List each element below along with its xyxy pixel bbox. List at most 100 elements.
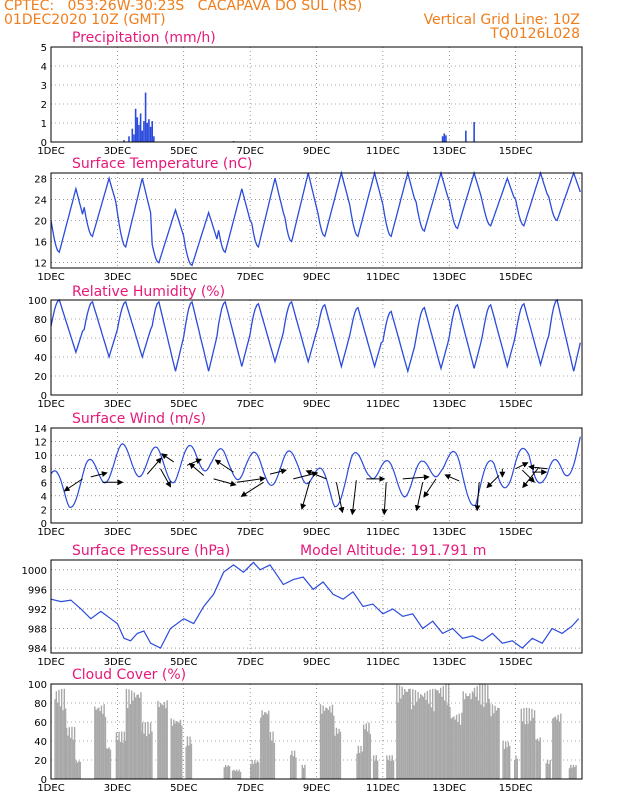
cloud-cover-bar [422, 696, 425, 779]
cloud-cover-bar [532, 717, 534, 779]
cloud-cover-bar [149, 722, 152, 779]
wind-vector-arrow [414, 482, 424, 512]
pres-frame [50, 559, 583, 654]
cloud-cover-bar [358, 752, 361, 779]
cloud-cover-bar [554, 716, 557, 779]
cloud-cover-bar [466, 696, 468, 779]
cloud-ytick-label: 100 [28, 680, 47, 691]
precip-bar [146, 123, 149, 142]
cloud-xtick-label: 11DEC [366, 783, 400, 794]
wind-vector-arrow [402, 474, 430, 481]
rh-xtick-label: 15DEC [499, 399, 533, 410]
wind-ytick-label: 2 [41, 505, 47, 516]
cloud-cover-bar [392, 760, 395, 779]
pres-xtick-label: 13DEC [432, 657, 466, 668]
cloud-cover-bar [490, 716, 492, 779]
cloud-cover-bar [224, 764, 227, 779]
pres-xtick-label: 15DEC [499, 657, 533, 668]
rh-panel: 0 20 40 60 80 100 1DEC 3DEC 5DEC 7DEC 9DEC 11DEC 13D… [28, 284, 583, 410]
cloud-cover-bar [231, 770, 234, 779]
cloud-cover-bar [556, 719, 558, 779]
cloud-cover-bar [177, 721, 179, 779]
cloud-cover-bar [254, 760, 256, 779]
cloud-xtick-label: 1DEC [37, 783, 64, 794]
precip-panel: 0 1 2 3 4 5 1DEC 3DEC 5DEC 7DEC 9DEC 11DEC 13DEC 15DE… [37, 30, 583, 157]
cloud-cover-bar [406, 691, 409, 779]
cloud-cover-bar [105, 748, 108, 779]
wind-ytick-label: 0 [41, 519, 47, 530]
cloud-cover-bar [102, 713, 104, 779]
cloud-title: Cloud Cover (%) [72, 667, 186, 683]
cloud-cover-bar [68, 727, 70, 779]
cloud-cover-bar [63, 688, 66, 779]
cloud-cover-bar [304, 764, 306, 779]
cloud-cover-bar [513, 759, 516, 779]
cloud-cover-bar [60, 688, 63, 779]
cloud-cover-bar [272, 731, 274, 779]
cloud-cover-bar [334, 735, 336, 779]
temp-xtick-label: 5DEC [170, 272, 197, 283]
cloud-cover-bar [95, 709, 97, 779]
precip-bar [134, 108, 137, 142]
precip-xtick-label: 15DEC [499, 146, 533, 157]
cloud-cover-bar [319, 704, 322, 779]
cloud-cover-bar [151, 731, 153, 779]
cloud-cover-bar [375, 755, 377, 779]
cloud-cover-bar [552, 718, 554, 779]
cloud-cover-bar [418, 698, 421, 779]
cloud-cover-bar [268, 738, 270, 779]
wind-vector-arrow [160, 468, 172, 488]
cloud-cover-bar [364, 729, 366, 779]
temp-xtick-label: 15DEC [499, 272, 533, 283]
cloud-cover-bar [356, 753, 358, 779]
cloud-cover-bar [397, 702, 399, 779]
precip-ytick-label: 2 [41, 100, 47, 111]
cloud-cover-bar [570, 764, 572, 779]
cloud-cover-bar [133, 692, 136, 779]
cloud-cover-bar [445, 684, 447, 779]
cloud-cover-bar [74, 763, 76, 779]
cloud-cover-bar [94, 706, 96, 779]
cloud-cover-bar [458, 713, 460, 779]
pres-panel: 984 988 992 996 1000 1DEC 3DEC 5DEC 7DEC 9DEC 11DE… [22, 543, 583, 668]
cloud-cover-bar [461, 712, 463, 779]
precip-bar [139, 113, 142, 142]
cloud-cover-bar [128, 689, 130, 779]
cloud-cover-bar [330, 712, 332, 779]
cloud-cover-bar [337, 733, 339, 779]
cloud-cover-bar [134, 697, 137, 779]
cloud-cover-bar [79, 761, 81, 779]
cloud-cover-bar [119, 742, 122, 779]
cloud-cover-bar [322, 705, 324, 779]
wind-frame [50, 427, 583, 524]
cloud-cover-bar [493, 713, 495, 779]
precip-bar [131, 128, 134, 142]
precip-xtick-label: 13DEC [432, 146, 466, 157]
rh-xtick-label: 11DEC [366, 399, 400, 410]
cloud-cover-bar [431, 688, 434, 779]
cloud-cover-bar [171, 725, 174, 779]
cloud-cover-bar [59, 706, 62, 779]
cloud-cover-bar [408, 688, 410, 779]
rh-xtick-label: 5DEC [170, 399, 197, 410]
wind-ytick-label: 12 [34, 438, 47, 449]
cloud-cover-bar [233, 769, 235, 779]
cloud-cover-bar [144, 722, 146, 779]
rh-ytick-label: 60 [34, 334, 47, 345]
rh-xtick-label: 7DEC [236, 399, 263, 410]
cloud-cover-bar [413, 705, 415, 779]
cloud-cover-bar [376, 760, 379, 779]
cloud-cover-bar [136, 694, 138, 779]
cloud-cover-bar [326, 708, 328, 779]
pres-xtick-label: 7DEC [236, 657, 263, 668]
cloud-cover-bar [441, 696, 443, 779]
cloud-cover-bar [372, 755, 375, 779]
wind-vector-arrow [214, 459, 234, 473]
cloud-cover-bar [575, 765, 577, 779]
wind-vector-arrow [474, 482, 481, 512]
precip-ytick-label: 1 [41, 119, 47, 130]
cloud-cover-bar [96, 708, 99, 779]
pres-xtick-label: 1DEC [37, 657, 64, 668]
pres-xtick-label: 5DEC [170, 657, 197, 668]
wind-vector-arrow [236, 476, 266, 483]
